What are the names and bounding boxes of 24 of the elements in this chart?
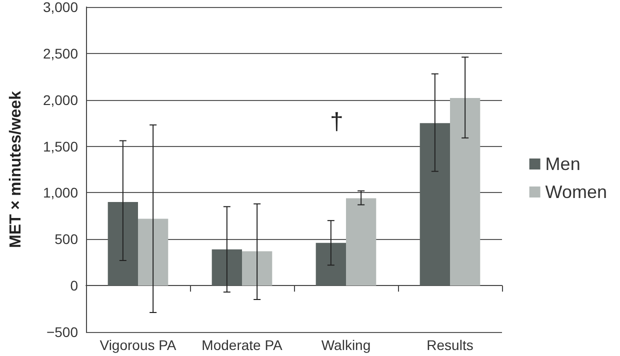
y-tick-label: 500 xyxy=(54,231,78,248)
bar xyxy=(346,198,376,286)
x-tick-label: Moderate PA xyxy=(202,337,283,353)
bar xyxy=(316,242,346,286)
y-tick-label: −500 xyxy=(46,324,78,340)
y-tick-label: 1,000 xyxy=(42,184,78,201)
bar xyxy=(108,202,138,286)
bar xyxy=(242,251,272,286)
bar xyxy=(138,218,168,286)
bar xyxy=(420,123,450,286)
x-tick-label: Walking xyxy=(321,337,371,353)
y-tick-label: 3,000 xyxy=(42,0,78,15)
y-tick-label: 2,000 xyxy=(42,92,78,108)
y-tick-label: 2,500 xyxy=(42,45,78,62)
annotation: † xyxy=(330,108,344,136)
legend-label: Women xyxy=(545,182,608,202)
bar xyxy=(212,249,242,286)
y-axis-title: MET × minutes/week xyxy=(8,90,24,248)
y-tick-label: 1,500 xyxy=(42,138,78,154)
x-tick-label: Vigorous PA xyxy=(100,337,177,353)
x-tick-label: Results xyxy=(426,337,474,353)
y-tick-label: 0 xyxy=(70,278,78,294)
legend-label: Men xyxy=(545,154,580,174)
bar xyxy=(450,98,480,286)
